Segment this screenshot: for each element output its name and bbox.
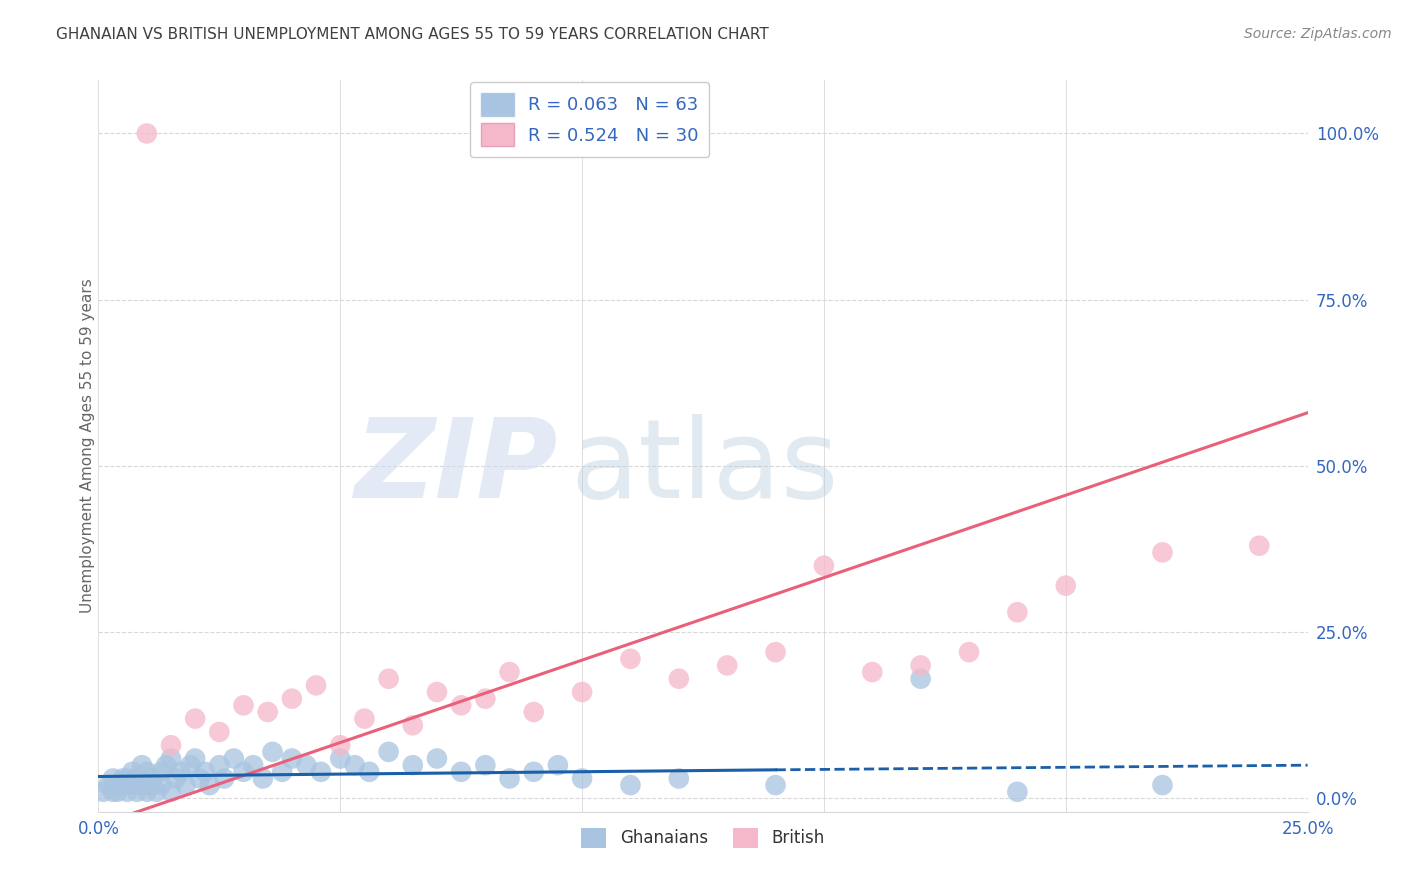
Point xyxy=(619,652,641,666)
Point xyxy=(957,645,980,659)
Point xyxy=(135,127,157,141)
Point xyxy=(262,745,284,759)
Point xyxy=(305,678,328,692)
Point xyxy=(160,751,183,765)
Point xyxy=(1152,545,1174,559)
Point xyxy=(121,778,143,792)
Point xyxy=(271,764,294,779)
Point xyxy=(208,725,231,739)
Point xyxy=(150,778,173,792)
Point xyxy=(111,772,134,786)
Point xyxy=(329,751,352,765)
Point xyxy=(547,758,569,772)
Point xyxy=(343,758,366,772)
Point xyxy=(474,691,496,706)
Point xyxy=(208,758,231,772)
Point xyxy=(107,785,129,799)
Point xyxy=(101,785,124,799)
Point xyxy=(377,672,399,686)
Y-axis label: Unemployment Among Ages 55 to 59 years: Unemployment Among Ages 55 to 59 years xyxy=(80,278,94,614)
Point xyxy=(910,658,932,673)
Point xyxy=(377,745,399,759)
Point xyxy=(169,764,191,779)
Point xyxy=(1249,539,1271,553)
Point xyxy=(188,772,211,786)
Point xyxy=(91,785,114,799)
Point xyxy=(523,705,546,719)
Point xyxy=(1152,778,1174,792)
Point xyxy=(498,665,520,679)
Point xyxy=(232,698,254,713)
Point xyxy=(111,778,134,792)
Point xyxy=(765,778,787,792)
Point xyxy=(127,785,149,799)
Point xyxy=(184,712,207,726)
Point xyxy=(668,772,690,786)
Point xyxy=(194,764,217,779)
Point xyxy=(222,751,245,765)
Point xyxy=(212,772,235,786)
Point xyxy=(145,785,167,799)
Point xyxy=(184,751,207,765)
Point xyxy=(359,764,381,779)
Point xyxy=(1007,785,1029,799)
Point xyxy=(97,778,120,792)
Point xyxy=(107,778,129,792)
Point xyxy=(295,758,318,772)
Point xyxy=(716,658,738,673)
Point xyxy=(141,778,163,792)
Point xyxy=(281,691,304,706)
Point xyxy=(402,758,425,772)
Text: ZIP: ZIP xyxy=(354,415,558,522)
Point xyxy=(402,718,425,732)
Point xyxy=(117,785,139,799)
Point xyxy=(165,772,187,786)
Point xyxy=(571,685,593,699)
Point xyxy=(450,698,472,713)
Point xyxy=(101,772,124,786)
Point xyxy=(135,764,157,779)
Point xyxy=(619,778,641,792)
Point xyxy=(426,751,449,765)
Point xyxy=(150,764,173,779)
Point xyxy=(1054,579,1077,593)
Point xyxy=(198,778,221,792)
Point xyxy=(117,772,139,786)
Point xyxy=(135,785,157,799)
Point xyxy=(813,558,835,573)
Point xyxy=(127,772,149,786)
Point xyxy=(523,764,546,779)
Point xyxy=(141,772,163,786)
Point xyxy=(155,758,177,772)
Point xyxy=(252,772,274,786)
Point xyxy=(174,778,197,792)
Point xyxy=(179,758,201,772)
Text: atlas: atlas xyxy=(569,415,838,522)
Point xyxy=(131,758,153,772)
Point xyxy=(160,738,183,752)
Point xyxy=(353,712,375,726)
Point xyxy=(765,645,787,659)
Point xyxy=(474,758,496,772)
Point xyxy=(668,672,690,686)
Point xyxy=(498,772,520,786)
Point xyxy=(860,665,883,679)
Point xyxy=(160,785,183,799)
Point xyxy=(232,764,254,779)
Point xyxy=(309,764,332,779)
Point xyxy=(281,751,304,765)
Point xyxy=(910,672,932,686)
Point xyxy=(242,758,264,772)
Legend: Ghanaians, British: Ghanaians, British xyxy=(575,821,831,855)
Point xyxy=(329,738,352,752)
Point xyxy=(121,764,143,779)
Point xyxy=(256,705,278,719)
Point xyxy=(131,778,153,792)
Text: Source: ZipAtlas.com: Source: ZipAtlas.com xyxy=(1244,27,1392,41)
Point xyxy=(426,685,449,699)
Point xyxy=(571,772,593,786)
Text: GHANAIAN VS BRITISH UNEMPLOYMENT AMONG AGES 55 TO 59 YEARS CORRELATION CHART: GHANAIAN VS BRITISH UNEMPLOYMENT AMONG A… xyxy=(56,27,769,42)
Point xyxy=(450,764,472,779)
Point xyxy=(1007,605,1029,619)
